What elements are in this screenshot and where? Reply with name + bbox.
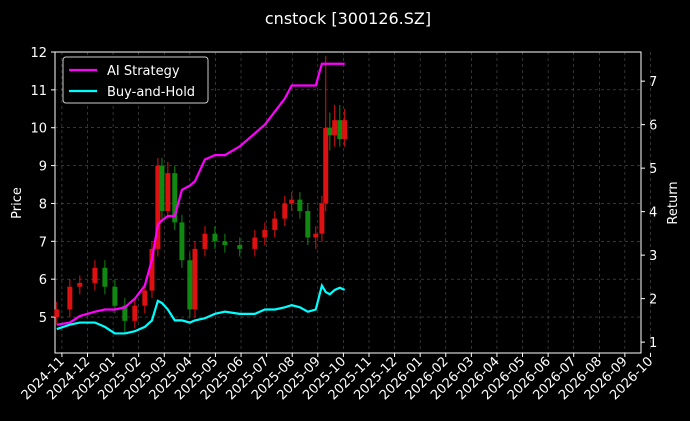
y-tick-label: 8 [39, 197, 47, 212]
legend-box [62, 56, 209, 104]
candle-body [54, 309, 60, 318]
candle-body [187, 260, 193, 310]
y-tick-label: 9 [39, 160, 47, 175]
candle-body [327, 127, 333, 136]
candle-body [222, 241, 228, 246]
candle-body [192, 248, 198, 310]
candle-body [142, 290, 148, 306]
y2-tick-label: 5 [649, 162, 657, 177]
y-tick-label: 12 [30, 46, 47, 61]
candle-body [237, 245, 243, 249]
candle-body [132, 305, 138, 321]
candle-body [282, 203, 288, 219]
y2-tick-label: 6 [649, 119, 657, 134]
candle-body [122, 305, 128, 321]
candle-body [112, 286, 118, 306]
candle-body [149, 248, 155, 291]
candle-body [159, 165, 165, 212]
candle-body [342, 120, 348, 140]
return-line [56, 62, 345, 326]
candle-body [172, 173, 178, 223]
candle-body [155, 165, 161, 249]
y-tick-label: 11 [30, 84, 47, 99]
candle-body [92, 267, 98, 283]
candle-body [305, 211, 311, 238]
y-tick-label: 7 [39, 235, 47, 250]
y2-tick-label: 1 [649, 336, 657, 351]
y2-tick-label: 7 [649, 75, 657, 90]
candle-body [179, 222, 185, 261]
candle-body [77, 282, 83, 287]
y-tick-label: 6 [39, 273, 47, 288]
candle-body [319, 203, 325, 234]
candle-body [313, 233, 319, 238]
y-tick-label: 5 [39, 311, 47, 326]
candle-body [323, 127, 329, 204]
candle-body [212, 233, 218, 242]
candle-body [252, 237, 258, 249]
chart-title: cnstock [300126.SZ] [265, 9, 431, 28]
candle-body [272, 218, 278, 230]
legend-label: Buy-and-Hold [107, 85, 195, 100]
candle-body [102, 267, 108, 287]
candle-body [67, 286, 73, 310]
legend-label: AI Strategy [107, 64, 180, 79]
y-tick-label: 10 [30, 122, 47, 137]
plot-frame [54, 51, 642, 354]
y2-axis-label: Return [666, 181, 681, 224]
y2-tick-label: 3 [649, 249, 657, 264]
candle-body [262, 229, 268, 238]
candle-body [289, 199, 295, 204]
candle-body [202, 233, 208, 249]
y2-tick-label: 2 [649, 293, 657, 308]
return-line [56, 282, 346, 335]
y2-tick-label: 4 [649, 206, 657, 221]
candle-body [297, 199, 303, 212]
y-axis-label: Price [10, 187, 25, 219]
candle-body [332, 120, 338, 136]
candle-body [337, 120, 343, 140]
candle-body [165, 173, 171, 212]
